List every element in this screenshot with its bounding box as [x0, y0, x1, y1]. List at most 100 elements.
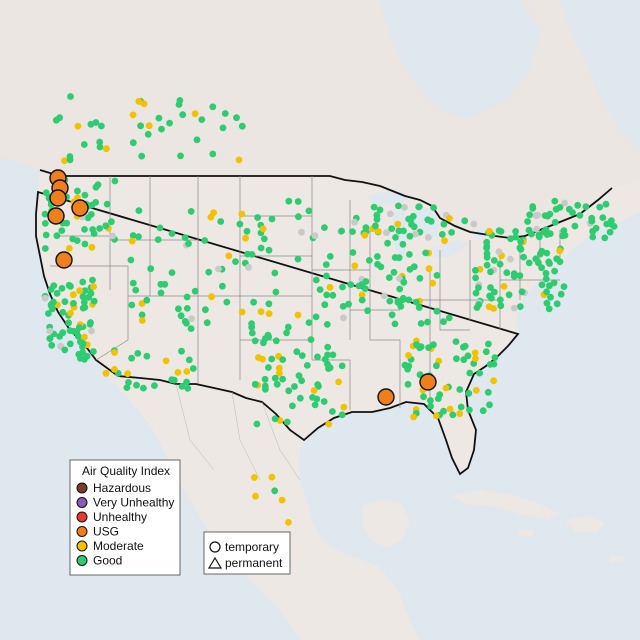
site-marker [374, 228, 382, 235]
site-marker [92, 119, 100, 126]
site-marker [422, 249, 429, 257]
site-marker [129, 279, 137, 287]
site-marker [253, 420, 261, 428]
site-marker [420, 393, 427, 401]
site-marker [358, 296, 366, 304]
site-marker [329, 408, 336, 415]
site-marker [187, 208, 195, 215]
site-marker [83, 352, 91, 360]
site-marker [81, 287, 89, 295]
site-marker [606, 228, 614, 236]
site-marker [466, 406, 473, 414]
type-legend-box [203, 531, 291, 575]
site-marker [191, 287, 199, 295]
legend-label-hazardous: Hazardous [93, 481, 151, 495]
site-marker [183, 305, 191, 312]
site-marker [41, 220, 49, 227]
site-marker [582, 203, 590, 211]
site-marker [189, 365, 197, 372]
site-marker [347, 281, 355, 288]
site-marker [316, 286, 324, 293]
site-marker [512, 233, 520, 241]
site-marker [52, 116, 60, 124]
legend-swatch-usg [76, 526, 88, 537]
site-marker [175, 305, 182, 313]
site-marker [362, 278, 370, 285]
site-marker [433, 307, 441, 315]
site-marker [242, 234, 250, 242]
site-marker [191, 110, 199, 118]
aqi-legend-title: Air Quality Index [82, 464, 170, 478]
site-marker [311, 401, 319, 409]
site-marker [386, 297, 394, 305]
site-marker [446, 405, 454, 413]
site-marker [483, 254, 491, 261]
site-marker [483, 242, 491, 250]
site-marker [311, 232, 319, 240]
site-marker [351, 262, 359, 270]
site-marker [88, 327, 95, 335]
site-marker [162, 357, 170, 365]
site-marker [392, 234, 399, 241]
site-marker [456, 386, 464, 393]
usg-site-marker [71, 199, 89, 217]
site-marker [388, 225, 396, 233]
site-marker [219, 124, 227, 132]
site-marker [283, 329, 290, 337]
site-marker [529, 205, 537, 212]
site-marker [166, 119, 174, 127]
site-marker [81, 191, 89, 199]
site-marker [424, 234, 432, 241]
site-marker [482, 348, 490, 356]
site-marker [427, 397, 434, 404]
site-marker [312, 313, 320, 321]
legend-label-usg: USG [93, 525, 119, 539]
site-marker [183, 368, 191, 375]
site-marker [201, 237, 209, 244]
site-marker [203, 319, 211, 327]
site-marker [321, 224, 328, 232]
site-marker [335, 378, 342, 386]
site-marker [565, 205, 573, 213]
site-marker [303, 362, 311, 369]
site-marker [181, 318, 189, 325]
type-legend-temporary: temporary [225, 540, 279, 554]
site-marker [524, 218, 531, 225]
site-marker [397, 303, 405, 310]
site-marker [236, 220, 244, 228]
site-marker [188, 315, 196, 322]
site-marker [265, 300, 273, 308]
site-marker [324, 360, 331, 368]
site-marker [61, 298, 69, 306]
site-marker [156, 224, 164, 232]
site-marker [257, 244, 265, 252]
site-marker [70, 327, 78, 335]
site-marker [96, 225, 103, 232]
gulf-of-california [118, 396, 168, 472]
usg-site-marker [419, 373, 437, 391]
site-marker [70, 300, 77, 307]
usg-sites [47, 169, 437, 406]
site-marker [225, 252, 233, 260]
site-marker [42, 231, 50, 239]
site-marker [471, 349, 479, 357]
site-marker [273, 380, 281, 388]
site-marker [466, 369, 474, 377]
aqi-legend-box [69, 459, 181, 576]
site-marker [472, 355, 479, 362]
site-marker [476, 369, 483, 377]
site-marker [135, 233, 142, 241]
site-marker [295, 372, 303, 379]
site-marker [128, 354, 136, 362]
site-marker [140, 384, 147, 392]
site-marker [433, 272, 441, 279]
site-marker [553, 300, 561, 308]
legend-label-moderate: Moderate [93, 539, 144, 553]
site-marker [436, 391, 444, 398]
site-marker [291, 383, 298, 390]
site-marker [457, 403, 465, 411]
site-marker [479, 407, 487, 415]
site-marker [377, 263, 385, 271]
site-marker [495, 248, 503, 256]
